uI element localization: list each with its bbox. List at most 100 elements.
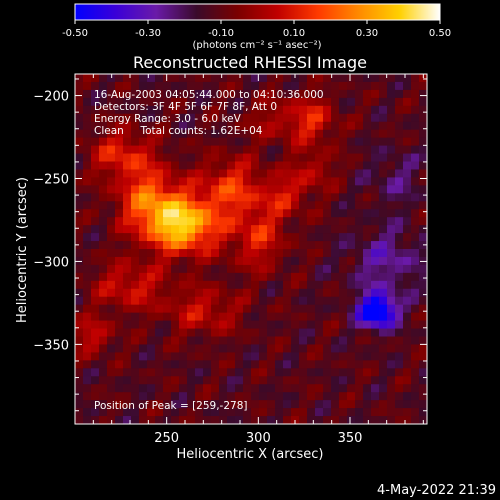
heatmap-cell bbox=[419, 312, 427, 322]
heatmap-cell bbox=[371, 201, 380, 210]
heatmap-cell bbox=[339, 217, 348, 226]
heatmap-cell bbox=[211, 400, 220, 409]
heatmap-cell bbox=[379, 97, 388, 107]
heatmap-cell bbox=[243, 217, 252, 226]
heatmap-cell bbox=[331, 336, 340, 346]
heatmap-cell bbox=[387, 217, 396, 226]
heatmap-cell bbox=[171, 161, 180, 171]
heatmap-cell bbox=[163, 217, 172, 226]
heatmap-cell bbox=[179, 185, 188, 194]
heatmap-cell bbox=[107, 288, 116, 298]
heatmap-cell bbox=[155, 408, 164, 417]
heatmap-cell bbox=[115, 217, 124, 226]
heatmap-cell bbox=[259, 121, 268, 131]
heatmap-cell bbox=[155, 416, 164, 424]
heatmap-cell bbox=[75, 249, 84, 258]
heatmap-cell bbox=[155, 264, 164, 274]
heatmap-cell bbox=[211, 81, 220, 91]
heatmap-cell bbox=[179, 264, 188, 274]
heatmap-cell bbox=[211, 376, 220, 385]
heatmap-cell bbox=[331, 193, 340, 202]
heatmap-cell bbox=[267, 256, 276, 266]
heatmap-cell bbox=[267, 249, 276, 258]
heatmap-cell bbox=[147, 328, 156, 338]
heatmap-cell bbox=[147, 169, 156, 178]
heatmap-cell bbox=[227, 217, 236, 226]
heatmap-cell bbox=[131, 328, 140, 338]
heatmap-cell bbox=[259, 288, 268, 298]
heatmap-cell bbox=[371, 320, 380, 330]
heatmap-cell bbox=[107, 89, 116, 99]
heatmap-cell bbox=[299, 137, 308, 147]
heatmap-cell bbox=[147, 336, 156, 346]
heatmap-cell bbox=[235, 336, 244, 346]
heatmap-cell bbox=[355, 145, 364, 155]
heatmap-cell bbox=[203, 352, 212, 361]
heatmap-cell bbox=[91, 296, 100, 306]
heatmap-cell bbox=[395, 241, 404, 250]
heatmap-cell bbox=[379, 416, 388, 424]
heatmap-cell bbox=[379, 400, 388, 409]
heatmap-cell bbox=[323, 89, 332, 99]
heatmap-cell bbox=[99, 233, 108, 242]
heatmap-cell bbox=[187, 145, 196, 155]
heatmap-cell bbox=[211, 209, 220, 218]
heatmap-cell bbox=[267, 400, 276, 409]
heatmap-cell bbox=[171, 121, 180, 131]
heatmap-cell bbox=[179, 81, 188, 91]
heatmap-cell bbox=[395, 368, 404, 377]
heatmap-cell bbox=[115, 376, 124, 385]
heatmap-cell bbox=[283, 264, 292, 274]
heatmap-cell bbox=[347, 121, 356, 131]
heatmap-cell bbox=[75, 233, 84, 242]
heatmap-cell bbox=[203, 89, 212, 99]
heatmap-cell bbox=[83, 121, 92, 131]
heatmap-cell bbox=[107, 336, 116, 346]
heatmap-cell bbox=[91, 360, 100, 369]
heatmap-cell bbox=[379, 336, 388, 346]
heatmap-cell bbox=[155, 344, 164, 353]
heatmap-cell bbox=[371, 121, 380, 131]
heatmap-cell bbox=[131, 193, 140, 202]
heatmap-cell bbox=[195, 280, 204, 290]
heatmap-cell bbox=[227, 400, 236, 409]
heatmap-cell bbox=[139, 74, 148, 83]
heatmap-cell bbox=[307, 336, 316, 346]
heatmap-cell bbox=[99, 81, 108, 91]
heatmap-cell bbox=[91, 368, 100, 377]
heatmap-cell bbox=[195, 272, 204, 282]
heatmap-cell bbox=[307, 193, 316, 202]
heatmap-cell bbox=[387, 233, 396, 242]
heatmap-cell bbox=[163, 384, 172, 393]
heatmap-cell bbox=[99, 193, 108, 202]
heatmap-cell bbox=[283, 272, 292, 282]
heatmap-cell bbox=[323, 137, 332, 147]
heatmap-cell bbox=[267, 177, 276, 186]
heatmap-cell bbox=[195, 153, 204, 163]
heatmap-cell bbox=[323, 129, 332, 139]
heatmap-cell bbox=[171, 145, 180, 155]
heatmap-cell bbox=[123, 280, 132, 290]
heatmap-cell bbox=[259, 225, 268, 234]
heatmap-cell bbox=[251, 416, 260, 424]
heatmap-cell bbox=[347, 352, 356, 361]
heatmap-cell bbox=[147, 113, 156, 123]
heatmap-cell bbox=[355, 344, 364, 353]
heatmap-cell bbox=[363, 249, 372, 258]
heatmap-cell bbox=[203, 193, 212, 202]
heatmap-cell bbox=[195, 233, 204, 242]
heatmap-cell bbox=[195, 376, 204, 385]
heatmap-cell bbox=[283, 328, 292, 338]
heatmap-cell bbox=[163, 193, 172, 202]
heatmap-cell bbox=[315, 161, 324, 171]
heatmap-cell bbox=[339, 233, 348, 242]
heatmap-cell bbox=[115, 288, 124, 298]
heatmap-cell bbox=[251, 217, 260, 226]
heatmap-cell bbox=[363, 97, 372, 107]
colorbar: -0.50 -0.30 -0.10 0.10 0.30 0.50 (photons cm⁻… bbox=[62, 3, 451, 51]
heatmap-image bbox=[75, 74, 427, 424]
heatmap-cell bbox=[363, 320, 372, 330]
heatmap-cell bbox=[211, 105, 220, 115]
heatmap-cell bbox=[139, 328, 148, 338]
heatmap-cell bbox=[123, 328, 132, 338]
